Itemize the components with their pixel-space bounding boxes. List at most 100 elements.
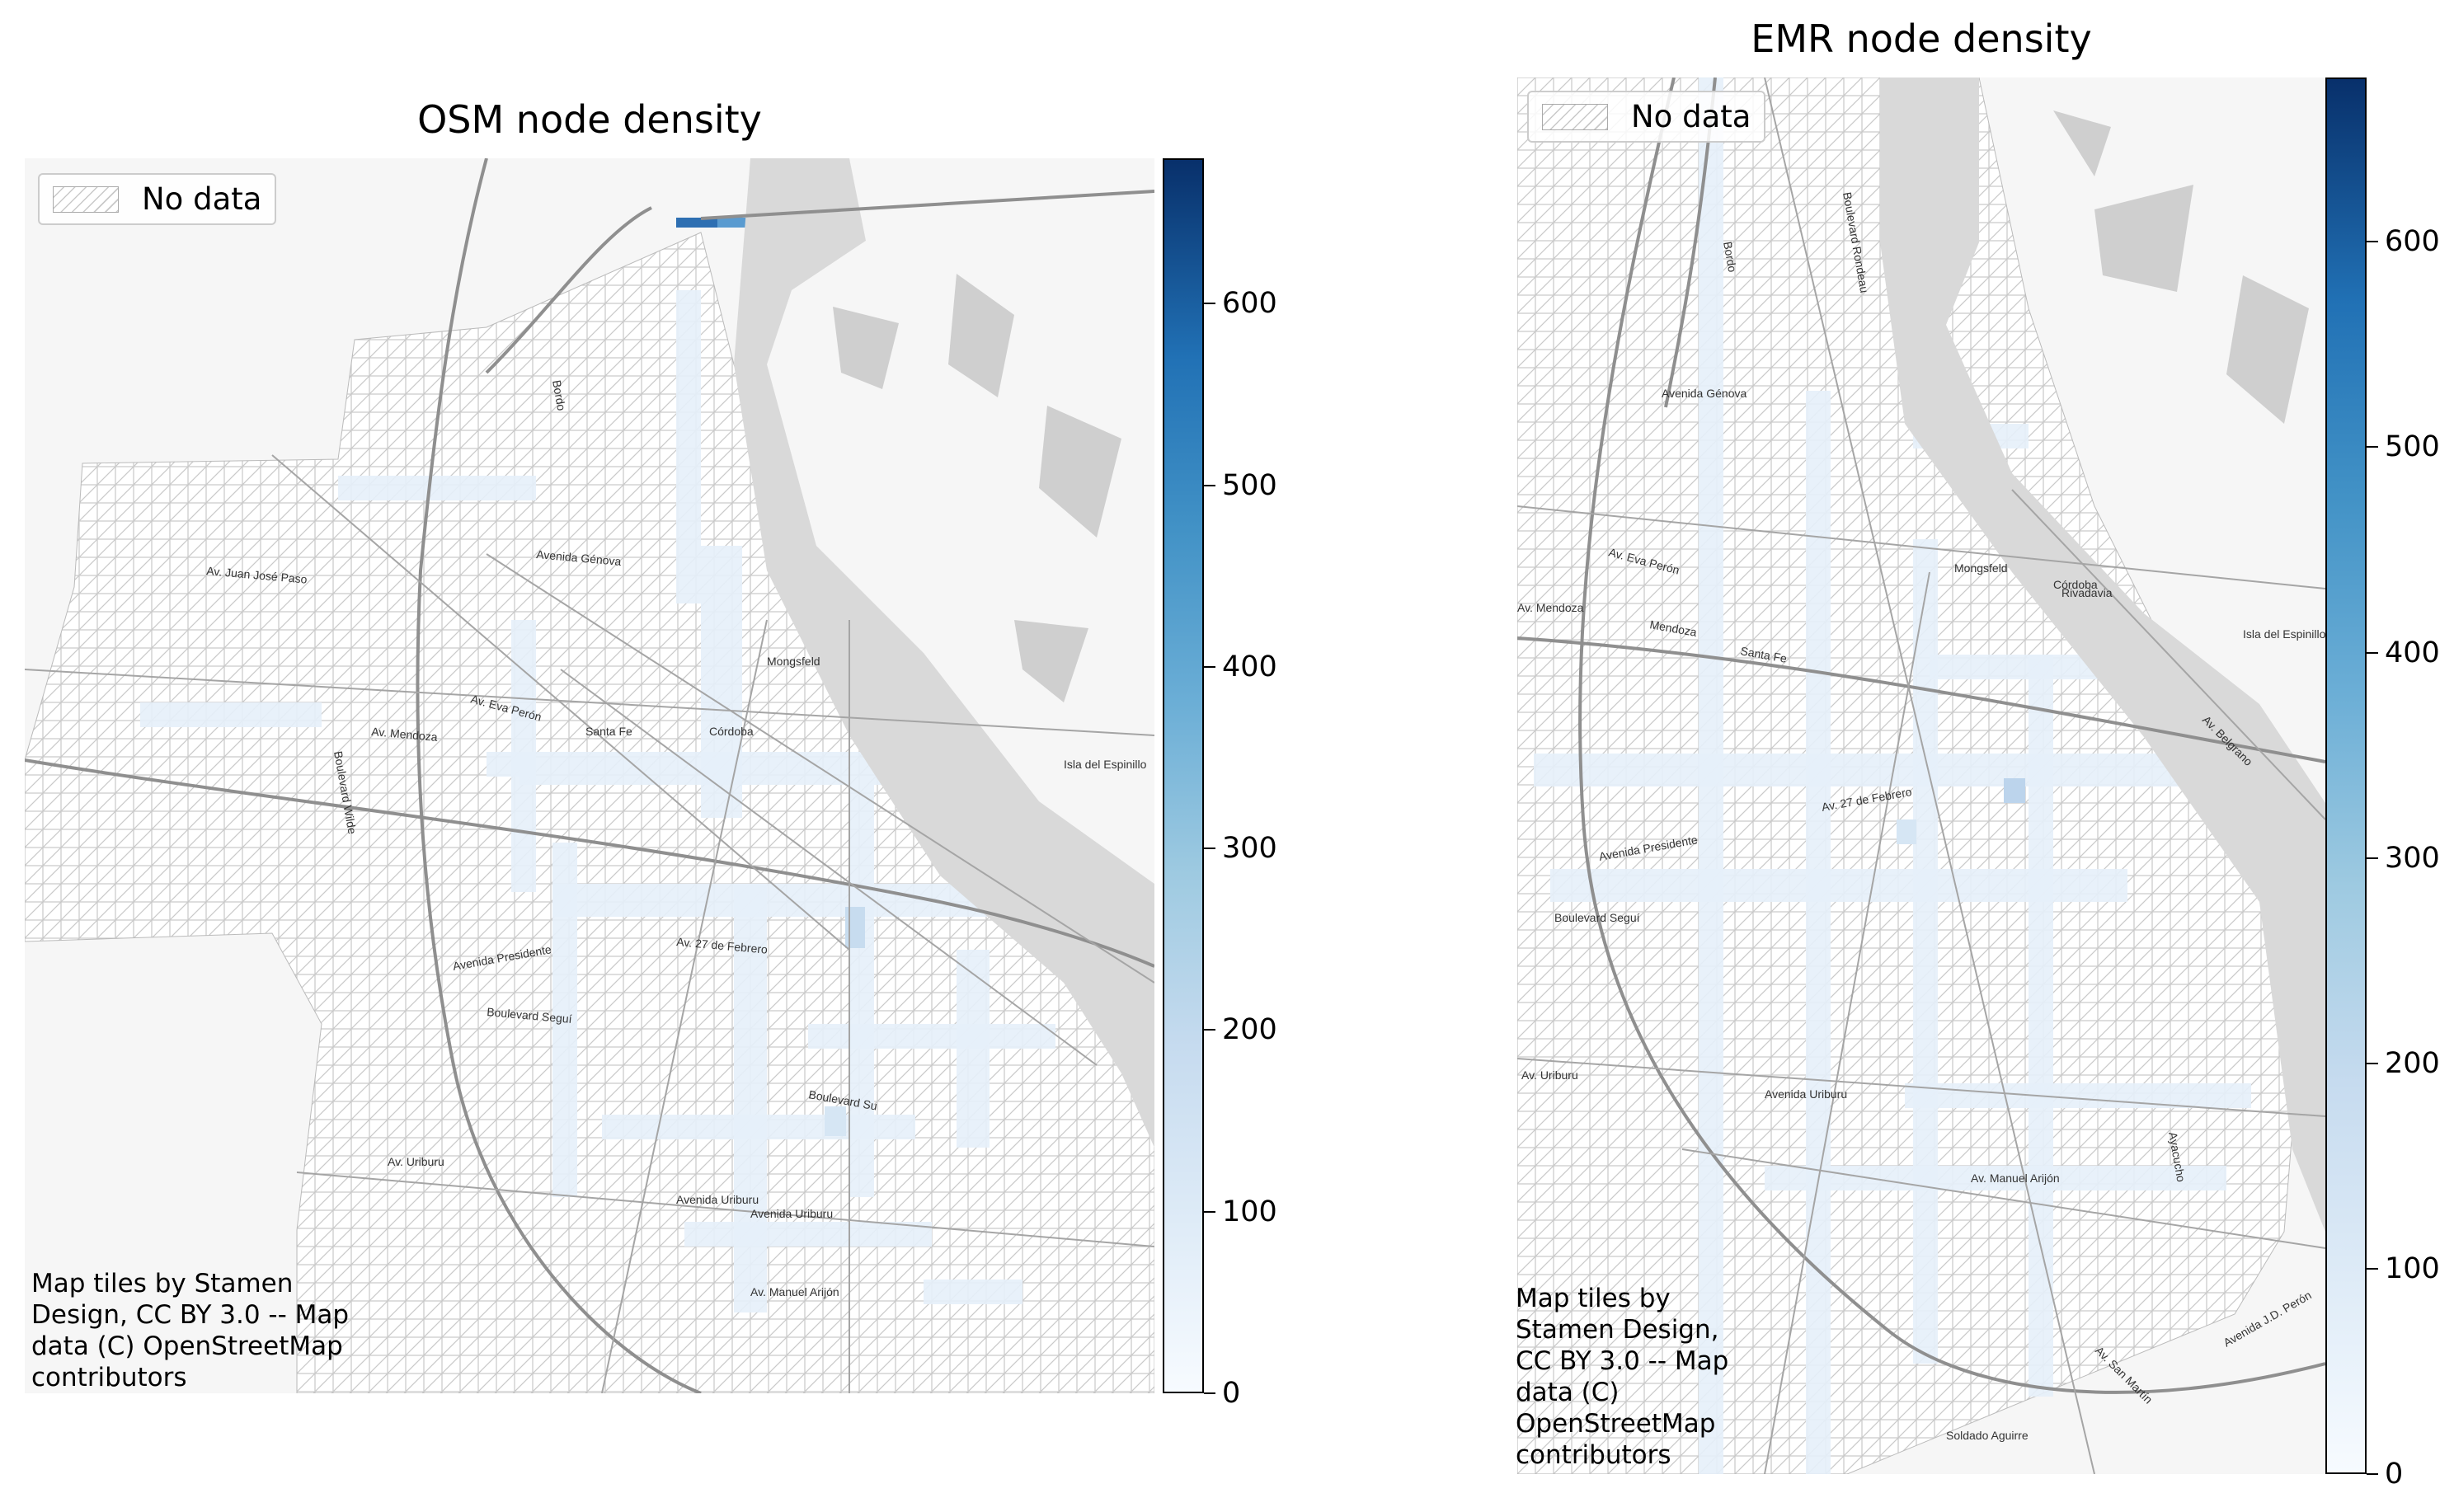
emr-density-map[interactable]: Bordo Boulevard Rondeau Avenida Génova Av. … (1517, 77, 2325, 1474)
no-data-hatch-swatch (53, 185, 119, 213)
street-line (1764, 571, 1930, 1474)
street-label: Av. Uriburu (388, 1155, 444, 1168)
street-label: Bordo (550, 379, 568, 412)
island-shape (2094, 185, 2193, 292)
osm-legend: No data (38, 173, 277, 225)
street-label: Av. Manuel Arijón (750, 1285, 839, 1298)
osm-attribution-line: data (C) OpenStreetMap (31, 1331, 343, 1361)
colorbar-tick (1204, 1392, 1215, 1394)
colorbar-tick-label: 300 (1222, 832, 1277, 866)
density-cell (924, 1280, 1022, 1304)
highway-line (700, 190, 1154, 220)
colorbar-tick-label: 200 (2385, 1046, 2440, 1080)
osm-colorbar (1163, 158, 1204, 1393)
density-cell-high (2004, 778, 2025, 803)
street-line (1517, 1058, 2325, 1117)
street-label: Avenida Uriburu (750, 1207, 833, 1220)
colorbar-tick (1204, 303, 1215, 305)
street-label: Bordo (1721, 241, 1739, 274)
emr-attribution-line: contributors (1516, 1440, 1671, 1470)
density-cell-high (1897, 819, 1916, 844)
street-label: Córdoba (709, 725, 754, 738)
osm-attribution: Map tiles by Stamen Design, CC BY 3.0 --… (31, 1268, 349, 1393)
density-cell (338, 476, 536, 500)
street-line (1681, 1148, 2325, 1249)
colorbar-tick (1204, 665, 1215, 668)
density-cell (1806, 391, 1831, 1474)
colorbar-tick (1204, 484, 1215, 486)
emr-attribution: Map tiles by Stamen Design, CC BY 3.0 --… (1516, 1283, 1728, 1471)
river-shape (734, 158, 1154, 1148)
emr-colorbar (2325, 77, 2367, 1474)
colorbar-tick (2367, 1267, 2378, 1270)
river-shape (1880, 77, 2325, 1232)
colorbar-tick-label: 500 (2385, 430, 2440, 464)
osm-attribution-line: Design, CC BY 3.0 -- Map (31, 1300, 350, 1330)
street-label: Av. Manuel Arijón (1971, 1172, 2060, 1185)
density-cell (1765, 1166, 2226, 1190)
osm-density-map[interactable]: Av. Juan José Paso Avenida Génova Av. Eva … (25, 158, 1154, 1393)
island-shape (833, 307, 899, 389)
density-cell-high (845, 907, 865, 948)
highway-line (1578, 77, 2325, 1394)
street-label: Boulevard Seguí (1554, 911, 1640, 924)
colorbar-tick (2367, 1473, 2378, 1475)
island-shape (1039, 406, 1121, 538)
street-label: Avenida Uriburu (676, 1193, 759, 1206)
street-line (296, 1172, 1154, 1247)
island-shape (2226, 275, 2309, 424)
island-shape (2053, 110, 2111, 176)
street-label: Av. Mendoza (1517, 601, 1584, 614)
highway-line (25, 758, 1154, 968)
highway-line (1517, 636, 2325, 763)
colorbar-tick-label: 200 (1222, 1013, 1277, 1047)
street-line (271, 454, 850, 951)
island-shape (1014, 620, 1088, 702)
highway-line (485, 206, 652, 374)
street-label: Soldado Aguirre (1946, 1429, 2029, 1442)
street-label: Isla del Espinillo (2243, 627, 2325, 641)
street-label: Isla del Espinillo (1064, 758, 1147, 771)
colorbar-tick (2367, 857, 2378, 859)
density-cell (1905, 1083, 2251, 1108)
street-line (25, 669, 1154, 736)
street-label: Mongsfeld (1954, 561, 2008, 575)
density-cell (602, 1115, 915, 1139)
street-label: Avenida Génova (1662, 387, 1746, 400)
street-line (1764, 77, 2095, 1474)
osm-attribution-line: Map tiles by Stamen (31, 1269, 294, 1298)
colorbar-tick-label: 500 (1222, 468, 1277, 502)
street-label: Av. Uriburu (1521, 1068, 1578, 1082)
emr-legend-label: No data (1631, 99, 1751, 134)
emr-attribution-line: OpenStreetMap (1516, 1409, 1716, 1439)
highway-line (416, 158, 702, 1393)
street-line (2011, 489, 2325, 820)
colorbar-tick (2367, 651, 2378, 654)
no-data-hatch-swatch (1542, 103, 1608, 130)
colorbar-tick-label: 400 (1222, 650, 1277, 683)
colorbar-tick-label: 600 (1222, 287, 1277, 321)
street-line (560, 669, 1098, 1066)
density-cell (676, 290, 701, 603)
street-line (601, 619, 768, 1393)
street-label: Santa Fe (585, 725, 632, 738)
osm-legend-label: No data (142, 181, 262, 217)
emr-legend: No data (1527, 91, 1766, 143)
density-cell-high (676, 218, 717, 228)
osm-panel-title: OSM node density (417, 97, 762, 142)
density-cell (808, 1024, 1055, 1049)
colorbar-tick-label: 0 (2385, 1458, 2404, 1491)
street-label: Rivadavia (2061, 586, 2113, 599)
density-cell (552, 843, 577, 1197)
density-cell (140, 702, 322, 727)
colorbar-tick-label: 300 (2385, 841, 2440, 875)
colorbar-tick-label: 100 (1222, 1195, 1277, 1228)
street-line (1517, 505, 2325, 589)
emr-attribution-line: Map tiles by (1516, 1284, 1671, 1313)
density-cell (2029, 655, 2053, 1397)
street-line (486, 553, 1154, 984)
island-shape (948, 274, 1014, 397)
emr-attribution-line: Stamen Design, (1516, 1315, 1719, 1345)
